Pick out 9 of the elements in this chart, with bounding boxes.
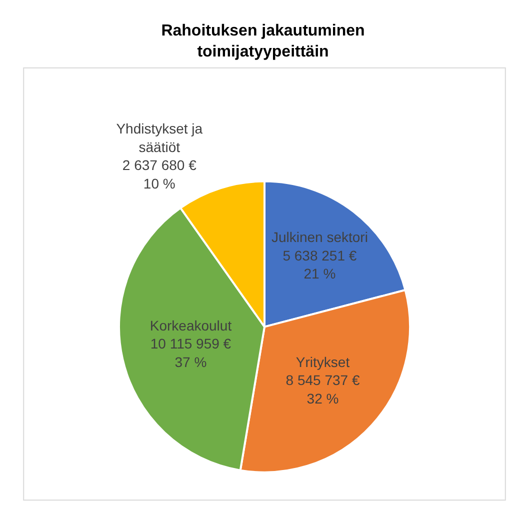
data-label: 5 638 251 € 21 % [282, 247, 357, 282]
chart-title: Rahoituksen jakautuminen toimijatyypeittäin [161, 22, 365, 60]
data-label: 10 115 959 € 37 % [150, 336, 232, 370]
slice-label: Julkinen sektori [271, 229, 368, 246]
slice-label: Korkeakoulut [150, 317, 232, 334]
data-label: 2 637 680 € 10 % [122, 157, 197, 192]
slice-label: Yritykset [296, 354, 350, 370]
slice-label: Yhdistykset ja säätiöt [116, 120, 203, 155]
data-label: 8 545 737 € 32 % [286, 372, 360, 406]
